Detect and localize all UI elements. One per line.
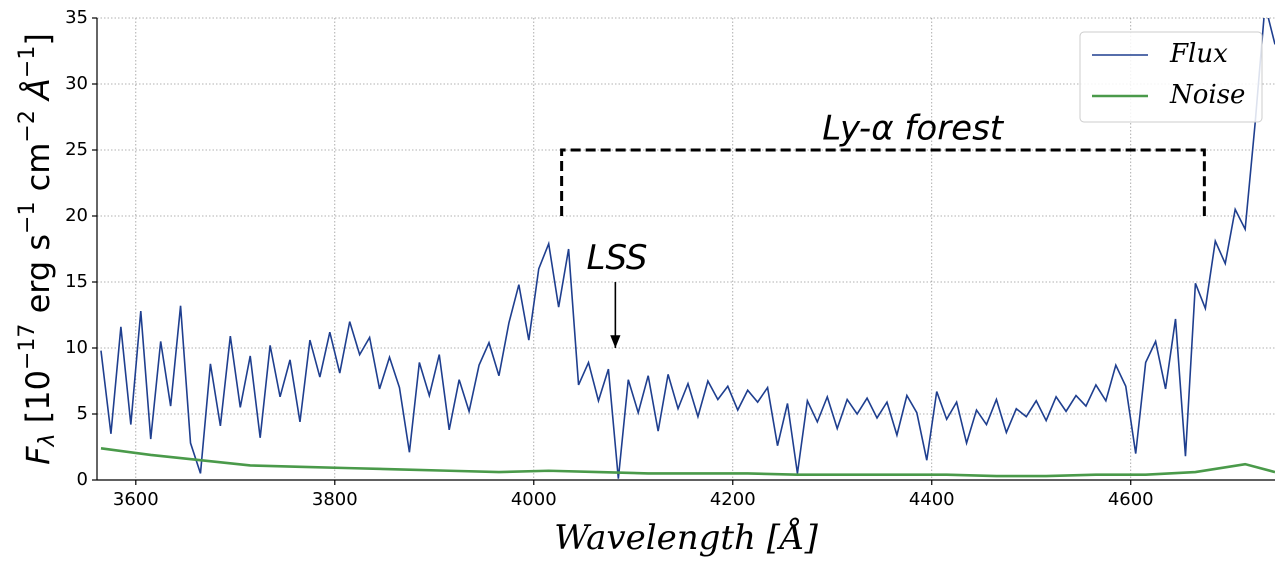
annotation: LSS — [587, 238, 648, 278]
x-tick-label: 3800 — [312, 489, 358, 510]
y-tick-label: 0 — [77, 469, 88, 490]
y-tick-label: 30 — [65, 73, 88, 94]
x-tick-label: 4200 — [710, 489, 756, 510]
y-label-part: F — [19, 446, 57, 465]
y-tick-label: 10 — [65, 337, 88, 358]
annotation: Ly-α forest — [822, 109, 1005, 149]
legend-label: Noise — [1169, 80, 1245, 110]
x-tick-label: 4400 — [909, 489, 955, 510]
bracket — [560, 148, 1206, 216]
x-tick-label: 4600 — [1108, 489, 1154, 510]
y-axis-label: Fλ [10−17 erg s−1 cm−2 Å−1] — [15, 33, 60, 465]
x-tick-label: 3600 — [113, 489, 159, 510]
y-label-part: cm — [19, 143, 57, 202]
y-label-part: −1 — [15, 46, 40, 78]
legend: Flux Noise — [1079, 31, 1263, 123]
legend-label: Flux — [1169, 39, 1228, 69]
y-tick-label: 20 — [65, 205, 88, 226]
y-label-part: erg s — [19, 234, 57, 324]
y-label-part: −1 — [15, 202, 40, 234]
y-label-part: λ — [35, 433, 60, 447]
series-line — [100, 18, 1275, 479]
series-line — [100, 447, 1275, 478]
y-label-part: [10 — [19, 370, 57, 433]
y-tick-label: 15 — [65, 271, 88, 292]
y-label-part: −2 — [15, 110, 40, 142]
y-tick-label: 5 — [77, 403, 88, 424]
y-tick-label: 35 — [65, 7, 88, 28]
x-axis-label: Wavelength [Å] — [554, 517, 818, 558]
y-tick-label: 25 — [65, 139, 88, 160]
x-tick-label: 4000 — [511, 489, 557, 510]
y-label-part: ] — [19, 33, 57, 45]
y-label-part: Å — [19, 78, 57, 110]
y-label-part: −17 — [15, 324, 40, 370]
